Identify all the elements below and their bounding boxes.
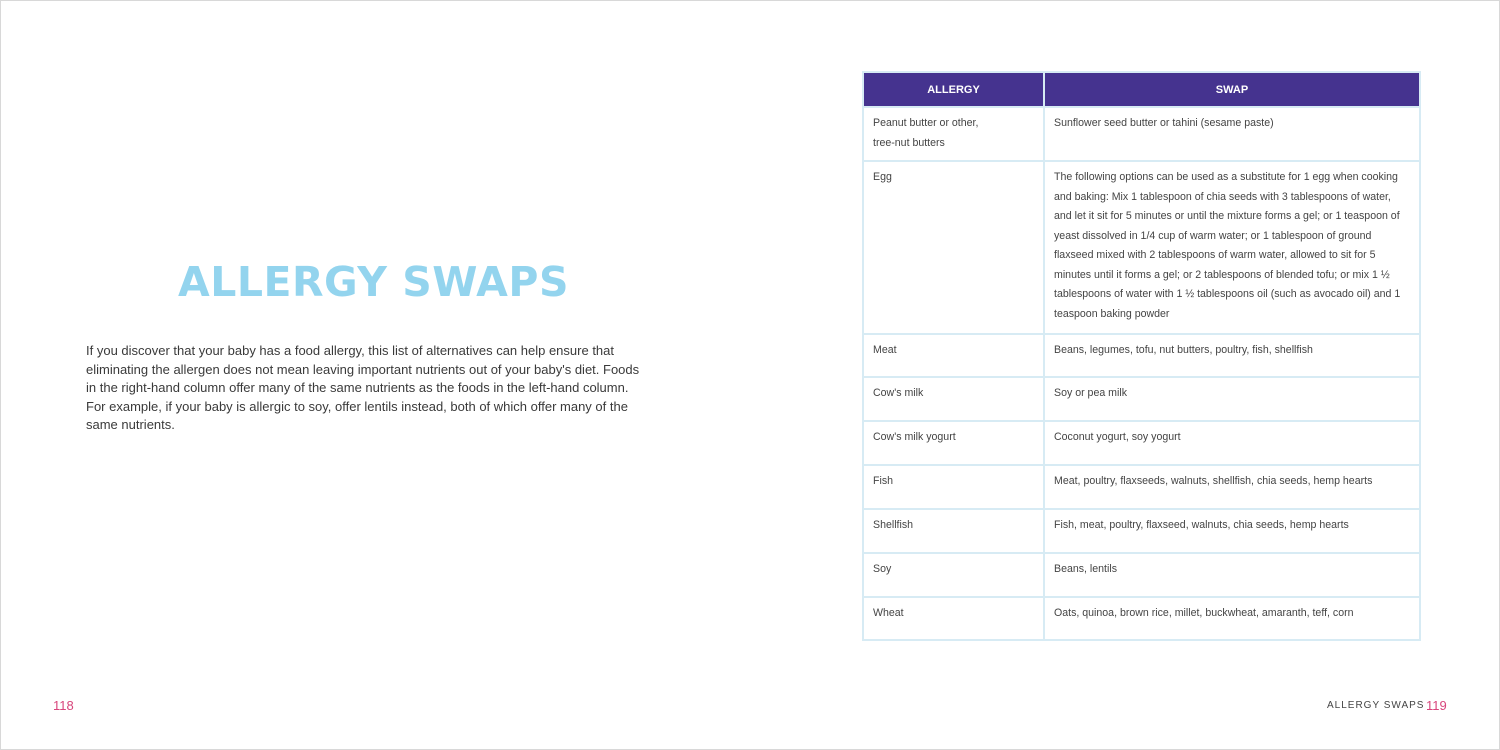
table-row: Meat Beans, legumes, tofu, nut butters, p… xyxy=(862,333,1421,378)
table-row: Egg The following options can be used as … xyxy=(862,160,1421,335)
page-title: ALLERGY SWAPS xyxy=(178,258,569,306)
header-swap: SWAP xyxy=(1043,71,1421,108)
table-row: Peanut butter or other, tree-nut butters… xyxy=(862,106,1421,162)
table-row: Fish Meat, poultry, flaxseeds, walnuts, s… xyxy=(862,464,1421,510)
table-row: Cow's milk Soy or pea milk xyxy=(862,376,1421,422)
table-header-row: ALLERGY SWAP xyxy=(862,71,1421,108)
table-row: Wheat Oats, quinoa, brown rice, millet, b… xyxy=(862,596,1421,641)
page-number-right: 119 xyxy=(1426,698,1447,713)
intro-paragraph: If you discover that your baby has a foo… xyxy=(86,343,640,433)
running-head: ALLERGY SWAPS xyxy=(1327,700,1425,711)
cell-allergy: Meat xyxy=(862,333,1045,378)
page-number-left: 118 xyxy=(53,698,74,713)
cell-swap: Meat, poultry, flaxseeds, walnuts, shell… xyxy=(1043,464,1421,510)
cell-allergy: Soy xyxy=(862,552,1045,598)
cell-allergy: Cow's milk xyxy=(862,376,1045,422)
cell-swap: Fish, meat, poultry, flaxseed, walnuts, … xyxy=(1043,508,1421,554)
table-row: Shellfish Fish, meat, poultry, flaxseed, … xyxy=(862,508,1421,554)
cell-swap: Coconut yogurt, soy yogurt xyxy=(1043,420,1421,466)
cell-swap: Beans, legumes, tofu, nut butters, poult… xyxy=(1043,333,1421,378)
cell-swap: Soy or pea milk xyxy=(1043,376,1421,422)
cell-allergy: Peanut butter or other, tree-nut butters xyxy=(862,106,1045,162)
table-row: Cow's milk yogurt Coconut yogurt, soy yog… xyxy=(862,420,1421,466)
cell-allergy: Egg xyxy=(862,160,1045,335)
cell-swap: Beans, lentils xyxy=(1043,552,1421,598)
cell-swap: Oats, quinoa, brown rice, millet, buckwh… xyxy=(1043,596,1421,641)
cell-swap: Sunflower seed butter or tahini (sesame … xyxy=(1043,106,1421,162)
allergy-swap-table: ALLERGY SWAP Peanut butter or other, tre… xyxy=(862,71,1421,641)
cell-allergy: Shellfish xyxy=(862,508,1045,554)
cell-allergy: Wheat xyxy=(862,596,1045,641)
cell-allergy: Cow's milk yogurt xyxy=(862,420,1045,466)
table-row: Soy Beans, lentils xyxy=(862,552,1421,598)
cell-allergy: Fish xyxy=(862,464,1045,510)
header-allergy: ALLERGY xyxy=(862,71,1045,108)
cell-swap: The following options can be used as a s… xyxy=(1043,160,1421,335)
